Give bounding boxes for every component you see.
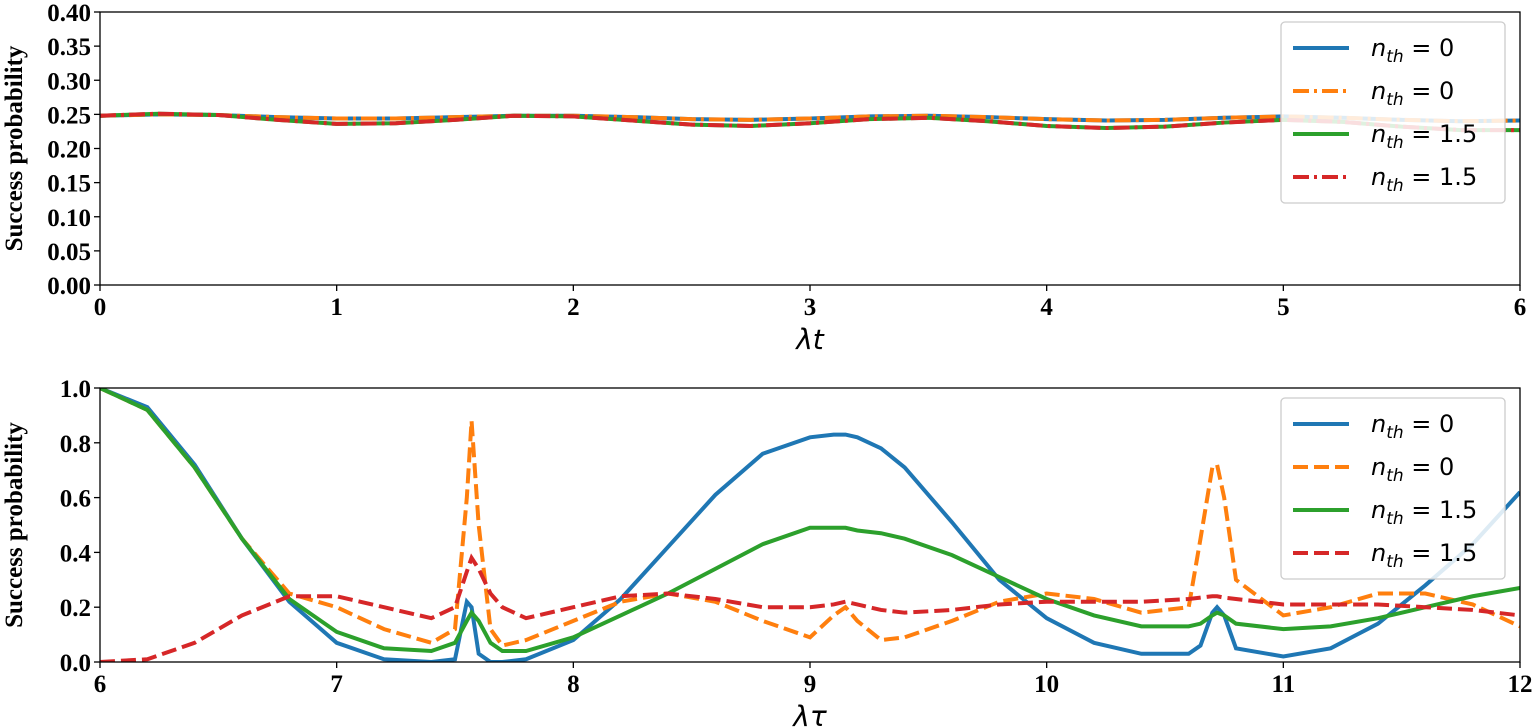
- x-tick-label: 5: [1277, 294, 1290, 321]
- x-tick-label: 7: [330, 671, 343, 698]
- x-tick-label: 4: [1040, 294, 1053, 321]
- x-tick-label: 10: [1034, 671, 1059, 698]
- legend-label: nth = 0: [1371, 410, 1454, 443]
- x-tick-label: 1: [330, 294, 343, 321]
- series-line: [100, 111, 1520, 133]
- y-tick-label: 0.40: [47, 0, 91, 27]
- y-tick-label: 0.2: [60, 595, 91, 622]
- y-tick-label: 0.15: [47, 171, 91, 198]
- series-line: [100, 388, 1520, 654]
- y-tick-label: 0.35: [47, 34, 91, 61]
- x-tick-label: 6: [1514, 294, 1527, 321]
- legend-box: [1280, 397, 1506, 580]
- series-line: [100, 388, 1520, 648]
- y-tick-label: 1.0: [60, 376, 91, 403]
- x-tick-label: 9: [804, 671, 817, 698]
- x-tick-label: 6: [94, 671, 107, 698]
- x-tick-label: 8: [567, 671, 580, 698]
- y-tick-label: 0.6: [60, 486, 91, 513]
- y-axis-label: Success probability: [1, 45, 28, 251]
- x-tick-label: 2: [567, 294, 580, 321]
- x-axis-label: λτ: [791, 700, 827, 728]
- legend-box: [1280, 21, 1506, 204]
- x-tick-label: 11: [1272, 671, 1296, 698]
- x-tick-label: 3: [804, 294, 817, 321]
- y-tick-label: 0.25: [47, 102, 91, 129]
- legend-label: nth = 0: [1371, 77, 1454, 110]
- y-tick-label: 0.4: [60, 540, 92, 567]
- x-axis-label: λt: [794, 323, 825, 356]
- y-tick-label: 0.00: [47, 273, 91, 300]
- x-tick-label: 0: [94, 294, 107, 321]
- y-tick-label: 0.0: [60, 650, 91, 677]
- legend-label: nth = 1.5: [1371, 120, 1477, 153]
- x-tick-label: 12: [1508, 671, 1533, 698]
- y-axis-label: Success probability: [1, 422, 28, 628]
- legend-label: nth = 0: [1371, 453, 1454, 486]
- y-tick-label: 0.10: [47, 205, 91, 232]
- legend-label: nth = 1.5: [1371, 539, 1477, 572]
- y-tick-label: 0.8: [60, 431, 91, 458]
- legend-label: nth = 0: [1371, 34, 1454, 67]
- y-tick-label: 0.20: [47, 137, 91, 164]
- series-line: [100, 553, 1520, 662]
- y-tick-label: 0.30: [47, 68, 91, 95]
- legend-label: nth = 1.5: [1371, 163, 1477, 196]
- y-tick-label: 0.05: [47, 239, 91, 266]
- legend-label: nth = 1.5: [1371, 496, 1477, 529]
